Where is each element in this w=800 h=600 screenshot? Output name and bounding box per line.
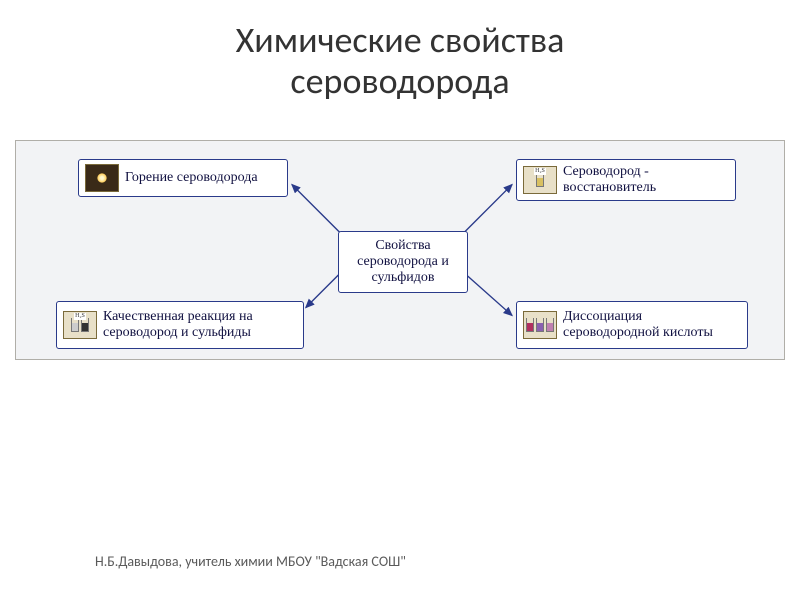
node-br-label: Диссоциация сероводородной кислоты: [563, 309, 741, 341]
beaker-icon: H₂S: [523, 166, 557, 194]
node-bl: H₂S Качественная реакция на сероводород …: [56, 301, 304, 349]
title-line-2: сероводорода: [290, 59, 509, 103]
node-tr: H₂S Сероводород - восстановитель: [516, 159, 736, 201]
center-node-label: Свойства сероводорода и сульфидов: [347, 238, 459, 286]
node-tl: Горение сероводорода: [78, 159, 288, 197]
title-line-1: Химические свойства: [236, 18, 565, 62]
node-tl-label: Горение сероводорода: [125, 170, 281, 186]
flame-icon: [85, 164, 119, 192]
node-tr-label: Сероводород - восстановитель: [563, 164, 729, 196]
beaker-icon: H₂S: [63, 311, 97, 339]
center-node: Свойства сероводорода и сульфидов: [338, 231, 468, 293]
page-title: Химические свойства сероводорода: [0, 0, 800, 103]
beaker-icon: [523, 311, 557, 339]
footer-credit: Н.Б.Давыдова, учитель химии МБОУ "Вадска…: [95, 553, 406, 570]
node-br: Диссоциация сероводородной кислоты: [516, 301, 748, 349]
node-bl-label: Качественная реакция на сероводород и су…: [103, 309, 297, 341]
diagram-frame: Свойства сероводорода и сульфидов Горени…: [15, 140, 785, 360]
